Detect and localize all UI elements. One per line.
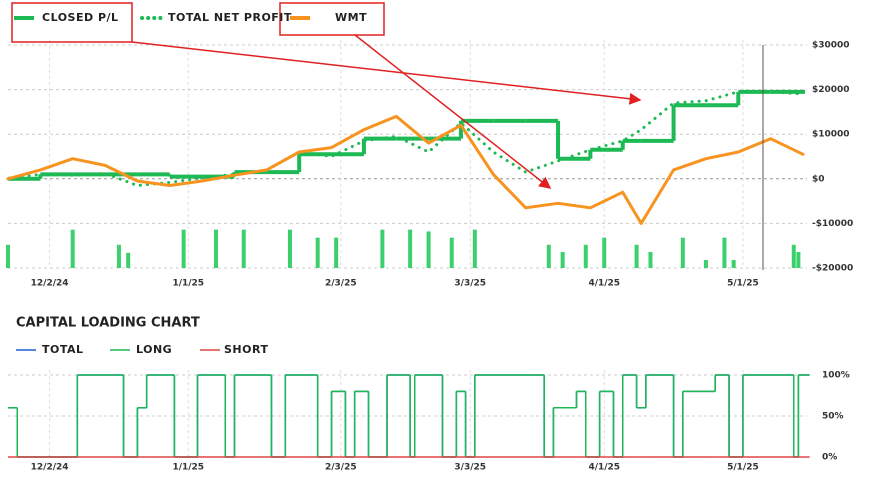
trade-bar [648, 251, 653, 268]
series-line [6, 114, 805, 225]
trade-bar [126, 252, 131, 268]
chart-title: CAPITAL LOADING CHART [16, 316, 200, 331]
x-tick-label: 3/3/25 [454, 279, 486, 289]
annotation-box [279, 2, 385, 36]
trade-bar [116, 244, 121, 268]
trade-bar [722, 237, 727, 268]
trade-bar [449, 237, 454, 268]
trade-bar [70, 229, 75, 268]
trade-bar [796, 251, 801, 268]
x-tick-label: 1/1/25 [172, 279, 204, 289]
trade-bar [380, 229, 385, 268]
x-tick-label: 2/3/25 [325, 463, 357, 473]
x-tick-label: 2/3/25 [325, 279, 357, 289]
trade-bar [315, 237, 320, 268]
y-tick-label: -$20000 [812, 264, 853, 274]
x-tick-label: 5/1/25 [727, 463, 759, 473]
trade-bar [560, 251, 565, 268]
trade-bar [791, 244, 796, 268]
x-tick-label: 4/1/25 [588, 463, 620, 473]
capital-chart: 100% 50% 0% 12/2/24 1/1/25 2/3/25 3/3/25 4/1/25… [8, 316, 850, 473]
y-tick-label: $10000 [812, 130, 850, 140]
trade-bar [213, 229, 218, 268]
x-tick-label: 5/1/25 [727, 279, 759, 289]
legend-label: CLOSED P/L [42, 11, 119, 24]
legend-label: LONG [136, 343, 172, 356]
trade-bar [602, 237, 607, 268]
trade-bar [181, 229, 186, 268]
y-tick-label: 0% [822, 453, 837, 463]
trade-bar [731, 259, 736, 268]
annotation-arrow [131, 41, 642, 105]
trade-bar [426, 231, 431, 268]
y-tick-label: 100% [822, 371, 850, 381]
y-tick-label: -$10000 [812, 219, 853, 229]
x-tick-label: 3/3/25 [454, 463, 486, 473]
trade-bar [634, 244, 639, 268]
trade-bar [546, 244, 551, 268]
trade-bar [334, 237, 339, 268]
annotation-box [11, 2, 133, 43]
y-tick-label: 50% [822, 412, 844, 422]
trade-bar [680, 237, 685, 268]
y-tick-label: $0 [812, 174, 825, 184]
trade-bar [287, 229, 292, 268]
legend-label: TOTAL NET PROFIT [168, 11, 292, 24]
trade-bar [703, 259, 708, 268]
x-tick-label: 4/1/25 [588, 279, 620, 289]
trade-bar [241, 229, 246, 268]
trade-bar [583, 244, 588, 268]
legend-label: WMT [335, 11, 367, 24]
legend-label: TOTAL [42, 343, 84, 356]
series-line [6, 90, 805, 187]
legend-label: SHORT [224, 343, 268, 356]
trade-bar [408, 229, 413, 268]
pl-chart: $30000 $20000 $10000 $0 -$10000 -$20000 12/2/2… [6, 40, 853, 289]
y-tick-label: $30000 [812, 41, 850, 51]
y-tick-label: $20000 [812, 85, 850, 95]
trade-bar [6, 244, 10, 268]
x-tick-label: 12/2/24 [31, 463, 69, 473]
annotation-arrow [354, 34, 552, 189]
x-tick-label: 1/1/25 [172, 463, 204, 473]
x-tick-label: 12/2/24 [31, 279, 69, 289]
trade-bar [472, 229, 477, 268]
